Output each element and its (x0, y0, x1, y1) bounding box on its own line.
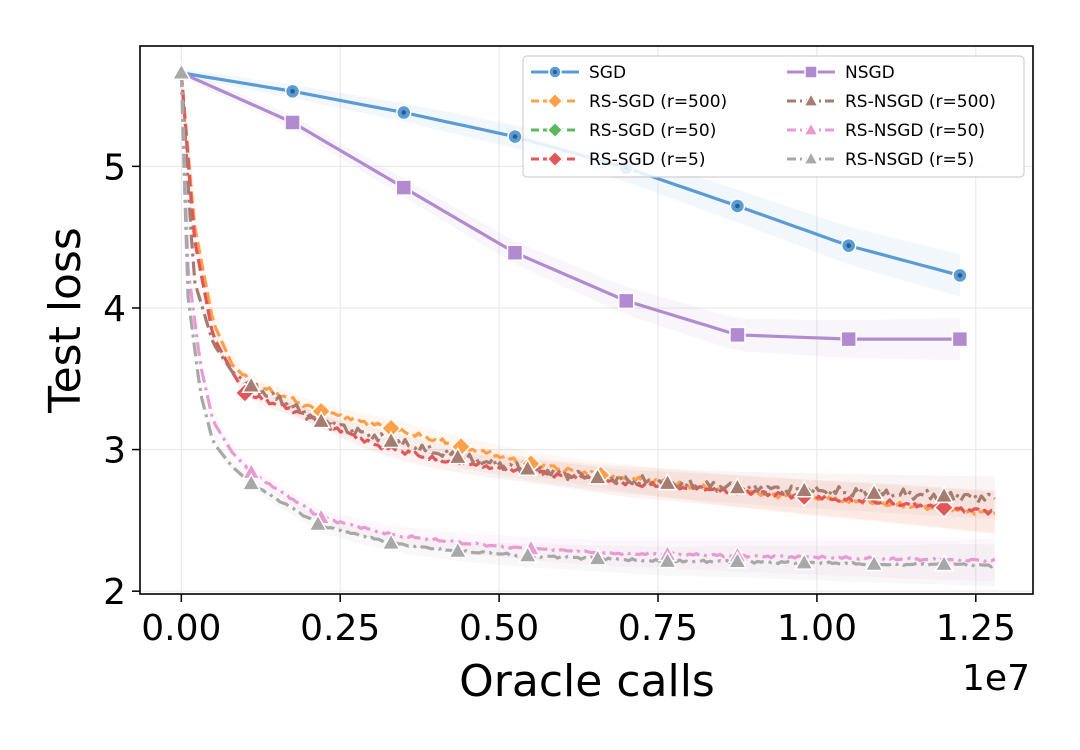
legend-label-sgd: SGD (589, 63, 626, 83)
nsgd-band (181, 68, 960, 361)
y-axis-ticks: 2 3 4 5 (103, 147, 140, 613)
sgd-marker-center (846, 243, 851, 248)
rs-nsgd-r-5-markers (171, 62, 954, 572)
y-tick-label: 2 (103, 572, 126, 613)
rs-nsgd-r-500-marker (864, 482, 885, 501)
legend-label-rs-sgd-r-5: RS-SGD (r=5) (589, 150, 706, 170)
rs-nsgd-r-5-marker (308, 513, 328, 532)
rs-nsgd-r-5-marker (171, 62, 192, 81)
sgd-marker-center (401, 110, 407, 115)
nsgd-marker (729, 326, 746, 344)
legend-label-rs-nsgd-r-5: RS-NSGD (r=5) (845, 150, 974, 170)
legend-label-rs-nsgd-r-500: RS-NSGD (r=500) (845, 92, 996, 112)
y-tick-label: 4 (103, 289, 126, 330)
rs-nsgd-r-500-marker (447, 446, 468, 465)
legend-marker-rs-sgd-r-5 (546, 150, 564, 168)
rs-nsgd-r-5-marker (657, 550, 678, 569)
legend-marker-rs-sgd-r-500 (546, 92, 564, 110)
legend: SGD RS-SGD (r=500) RS-SGD (r=50) RS-SGD (r=… (522, 55, 1025, 178)
sgd-markers (284, 83, 968, 284)
nsgd-marker (395, 179, 413, 196)
x-axis-offset-label: 1e7 (962, 658, 1030, 699)
rs-nsgd-r-500-marker (727, 477, 748, 495)
nsgd-marker (617, 292, 635, 310)
x-axis-label: Oracle calls (459, 656, 715, 707)
rs-nsgd-r-5-marker (447, 540, 468, 559)
y-tick-label: 5 (103, 147, 126, 188)
x-tick-label: 0.00 (141, 608, 221, 649)
rs-nsgd-r-500-line (179, 72, 996, 505)
nsgd-markers (284, 114, 969, 348)
x-tick-label: 1.00 (777, 608, 857, 649)
x-tick-label: 0.75 (618, 608, 698, 649)
legend-label-nsgd: NSGD (845, 63, 895, 83)
rs-nsgd-r-500-marker (587, 466, 608, 485)
rs-nsgd-r-5-marker (241, 473, 262, 491)
confidence-bands (181, 68, 995, 587)
legend-marker (802, 121, 820, 136)
legend-marker (546, 92, 564, 110)
legend-marker-nsgd (804, 65, 818, 79)
rs-nsgd-r-5-marker (517, 545, 538, 563)
sgd-marker-center (957, 273, 963, 278)
legend-marker (546, 121, 564, 139)
nsgd-marker (951, 330, 969, 348)
legend-marker-rs-sgd-r-50 (546, 121, 564, 139)
legend-marker (804, 65, 818, 79)
nsgd-marker (506, 244, 524, 261)
rs-nsgd-r-5-marker (727, 550, 748, 569)
plot-area-frame (139, 45, 1034, 595)
y-axis-label: Test loss (40, 227, 91, 414)
y-tick-label: 3 (103, 431, 126, 472)
sgd-band (181, 68, 960, 297)
legend-marker (546, 150, 564, 168)
legend-marker-sgd (548, 65, 562, 79)
sgd-marker-center (735, 203, 740, 209)
rs-nsgd-r-5-marker (587, 547, 608, 566)
nsgd-marker (284, 114, 301, 131)
legend-label-rs-sgd-r-500: RS-SGD (r=500) (589, 92, 727, 112)
legend-marker (802, 150, 820, 165)
rs-sgd-r-5-band (181, 68, 995, 534)
legend-label-rs-sgd-r-50: RS-SGD (r=50) (589, 121, 716, 141)
rs-nsgd-r-5-marker (381, 532, 401, 551)
sgd-marker-center (512, 134, 518, 139)
x-tick-label: 1.25 (936, 608, 1016, 649)
sgd-marker-center (290, 89, 295, 94)
rs-nsgd-r-500-marker (517, 458, 538, 477)
legend-marker-rs-nsgd-r-50 (802, 121, 820, 136)
rs-nsgd-r-500-marker (311, 410, 332, 429)
legend-frame (522, 55, 1025, 178)
legend-label-rs-nsgd-r-50: RS-NSGD (r=50) (845, 121, 985, 141)
x-axis-ticks: 0.00 0.25 0.50 0.75 1.00 1.25 (141, 594, 1016, 649)
rs-nsgd-r-5-marker (864, 553, 885, 572)
rs-nsgd-r-5-marker (794, 552, 815, 570)
legend-marker-rs-nsgd-r-5 (802, 150, 820, 165)
x-tick-label: 0.50 (459, 608, 539, 649)
series-markers (171, 62, 969, 572)
rs-nsgd-r-500-marker (241, 375, 262, 393)
rs-nsgd-r-500-marker (381, 430, 401, 449)
rs-nsgd-r-500-marker (934, 485, 954, 504)
legend-marker-rs-nsgd-r-500 (802, 92, 820, 107)
legend-marker-center (553, 70, 557, 74)
nsgd-line (180, 71, 960, 341)
nsgd-marker (840, 330, 857, 348)
rs-sgd-r-500-band (181, 68, 995, 535)
legend-marker (802, 92, 820, 107)
rs-nsgd-r-500-marker (657, 472, 678, 491)
rs-nsgd-r-500-marker (794, 479, 815, 498)
x-tick-label: 0.25 (300, 608, 380, 649)
rs-nsgd-r-5-marker (934, 553, 954, 572)
